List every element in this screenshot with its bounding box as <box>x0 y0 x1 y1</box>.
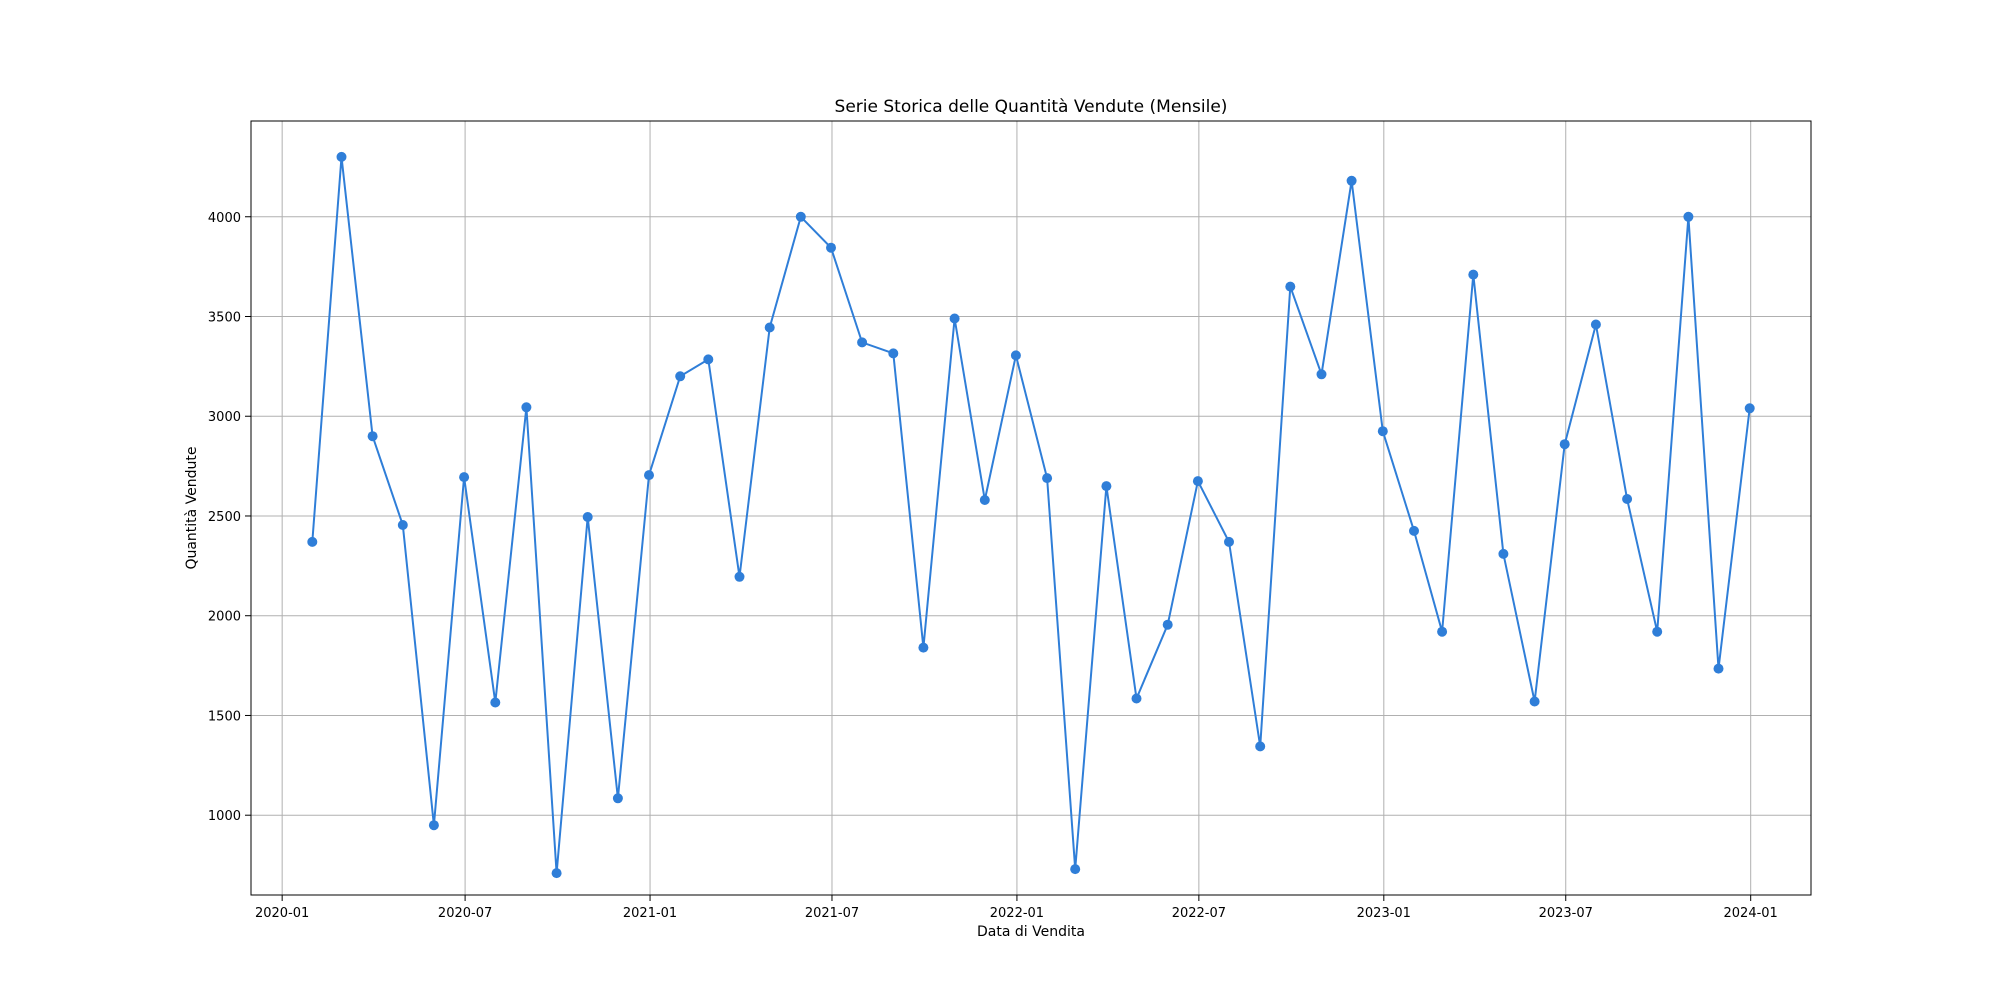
y-tick-label: 2000 <box>208 610 241 625</box>
data-point <box>1622 494 1633 504</box>
data-point <box>918 642 929 653</box>
data-point <box>644 470 654 481</box>
data-point <box>675 371 686 382</box>
data-point <box>1437 626 1448 637</box>
data-point <box>1346 175 1357 186</box>
data-point <box>1255 741 1266 752</box>
x-tick-label: 2020-07 <box>438 906 492 921</box>
y-tick-label: 3500 <box>208 310 241 325</box>
data-point <box>1042 473 1053 484</box>
grid <box>251 121 1811 895</box>
chart-title: Serie Storica delle Quantità Vendute (Me… <box>835 97 1228 117</box>
x-tick-label: 2022-01 <box>990 906 1044 921</box>
data-point <box>1101 481 1112 492</box>
data-point <box>1559 439 1570 450</box>
x-tick-label: 2024-01 <box>1724 906 1778 921</box>
y-tick-label: 1000 <box>208 809 241 824</box>
data-point <box>1010 350 1021 361</box>
data-point <box>1529 696 1540 707</box>
data-point <box>703 354 714 365</box>
data-point <box>582 512 593 522</box>
data-point <box>1316 369 1327 380</box>
x-tick-label: 2023-07 <box>1539 906 1593 921</box>
data-point <box>428 820 439 831</box>
y-axis-ticks: 1000 1500 2000 2500 3000 3500 4000 <box>208 211 251 824</box>
y-tick-label: 1500 <box>208 709 241 724</box>
series-line <box>311 156 1751 874</box>
data-point <box>734 571 745 582</box>
data-point <box>1409 525 1419 536</box>
data-point <box>826 242 836 253</box>
data-point <box>949 313 960 324</box>
data-point <box>459 472 470 483</box>
data-point <box>1377 426 1388 437</box>
y-axis-title: Quantità Vendute <box>184 446 200 569</box>
data-point <box>551 868 562 879</box>
x-tick-label: 2023-01 <box>1357 906 1411 921</box>
data-point <box>367 431 378 442</box>
data-point <box>1744 403 1755 414</box>
data-point <box>521 402 532 413</box>
data-point <box>764 322 775 333</box>
data-point <box>857 337 868 348</box>
data-point <box>979 495 990 505</box>
x-tick-label: 2022-07 <box>1172 906 1226 921</box>
x-tick-label: 2021-01 <box>623 906 677 921</box>
x-tick-label: 2021-07 <box>805 906 859 921</box>
data-point <box>612 793 623 804</box>
data-point <box>1070 864 1081 875</box>
data-point <box>1224 536 1234 547</box>
data-point <box>397 520 408 530</box>
data-point <box>888 348 899 359</box>
data-point <box>1590 319 1601 330</box>
y-tick-label: 3000 <box>208 410 241 425</box>
data-point <box>1468 269 1479 280</box>
x-axis-title: Data di Vendita <box>977 924 1085 940</box>
data-point <box>1162 619 1173 630</box>
series-layer <box>307 151 1755 879</box>
x-tick-label: 2020-01 <box>255 906 309 921</box>
data-point <box>336 151 347 162</box>
data-point <box>1713 663 1724 674</box>
data-point <box>490 697 501 708</box>
plot-area-frame <box>250 120 1812 896</box>
x-axis-ticks: 2020-01 2020-07 2021-01 2021-07 2022-01 2022-… <box>255 895 1778 921</box>
data-point <box>1652 626 1663 637</box>
data-point <box>1131 693 1142 704</box>
data-point <box>1285 281 1296 292</box>
data-point <box>1683 211 1694 222</box>
data-point <box>307 536 318 547</box>
data-point <box>1498 548 1509 559</box>
y-tick-label: 4000 <box>208 211 241 226</box>
data-point <box>1192 476 1203 487</box>
y-tick-label: 2500 <box>208 510 241 525</box>
data-point <box>795 211 806 222</box>
